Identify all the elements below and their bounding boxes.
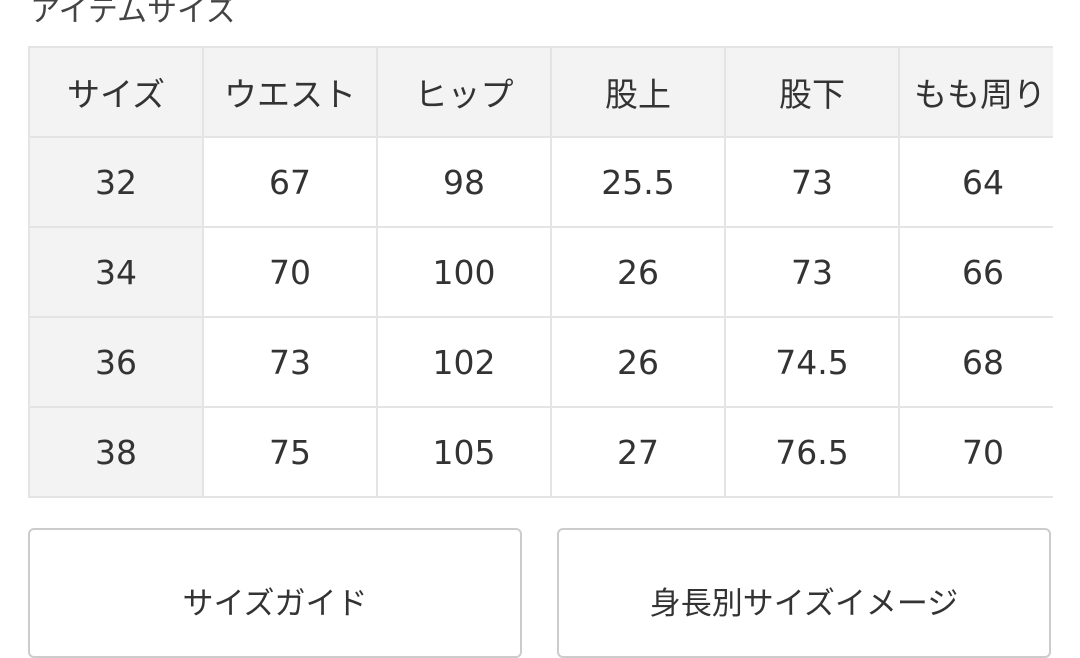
table-cell: 102	[376, 316, 552, 408]
table-cell: 74.5	[724, 316, 900, 408]
table-cell: 68	[898, 316, 1053, 408]
table-cell: 64	[898, 136, 1053, 228]
column-header: サイズ	[28, 46, 204, 138]
table-row: 36 73 102 26 74.5 68	[28, 316, 1053, 408]
table-cell: 100	[376, 226, 552, 318]
table-row: 32 67 98 25.5 73 64	[28, 136, 1053, 228]
height-size-button[interactable]: 身長別サイズイメージ	[557, 528, 1051, 658]
table-row: 38 75 105 27 76.5 70	[28, 406, 1053, 498]
size-cell: 32	[28, 136, 204, 228]
table-cell: 70	[898, 406, 1053, 498]
table-cell: 25.5	[550, 136, 726, 228]
column-header: 股下	[724, 46, 900, 138]
table-cell: 27	[550, 406, 726, 498]
size-cell: 36	[28, 316, 204, 408]
column-header: もも周り	[898, 46, 1053, 138]
table-cell: 66	[898, 226, 1053, 318]
table-cell: 70	[202, 226, 378, 318]
table-cell: 26	[550, 226, 726, 318]
table-cell: 76.5	[724, 406, 900, 498]
table-cell: 67	[202, 136, 378, 228]
page: アイテムサイズ サイズ ウエスト ヒップ 股上 股下 もも周り 32 67 98 25.5 73 6…	[28, 0, 1053, 658]
column-header: ヒップ	[376, 46, 552, 138]
section-title: アイテムサイズ	[30, 0, 237, 29]
table-cell: 98	[376, 136, 552, 228]
size-table: サイズ ウエスト ヒップ 股上 股下 もも周り 32 67 98 25.5 73 64 34 70 100…	[28, 46, 1053, 498]
table-cell: 73	[202, 316, 378, 408]
table-body: 32 67 98 25.5 73 64 34 70 100 26 73 66 36 73 102 26 74.5…	[28, 136, 1053, 498]
size-cell: 34	[28, 226, 204, 318]
table-cell: 105	[376, 406, 552, 498]
size-cell: 38	[28, 406, 204, 498]
table-cell: 73	[724, 136, 900, 228]
column-header: 股上	[550, 46, 726, 138]
header-row: サイズ ウエスト ヒップ 股上 股下 もも周り	[28, 46, 1053, 138]
column-header: ウエスト	[202, 46, 378, 138]
table-row: 34 70 100 26 73 66	[28, 226, 1053, 318]
table-cell: 75	[202, 406, 378, 498]
table-cell: 73	[724, 226, 900, 318]
table-cell: 26	[550, 316, 726, 408]
size-guide-button[interactable]: サイズガイド	[28, 528, 522, 658]
